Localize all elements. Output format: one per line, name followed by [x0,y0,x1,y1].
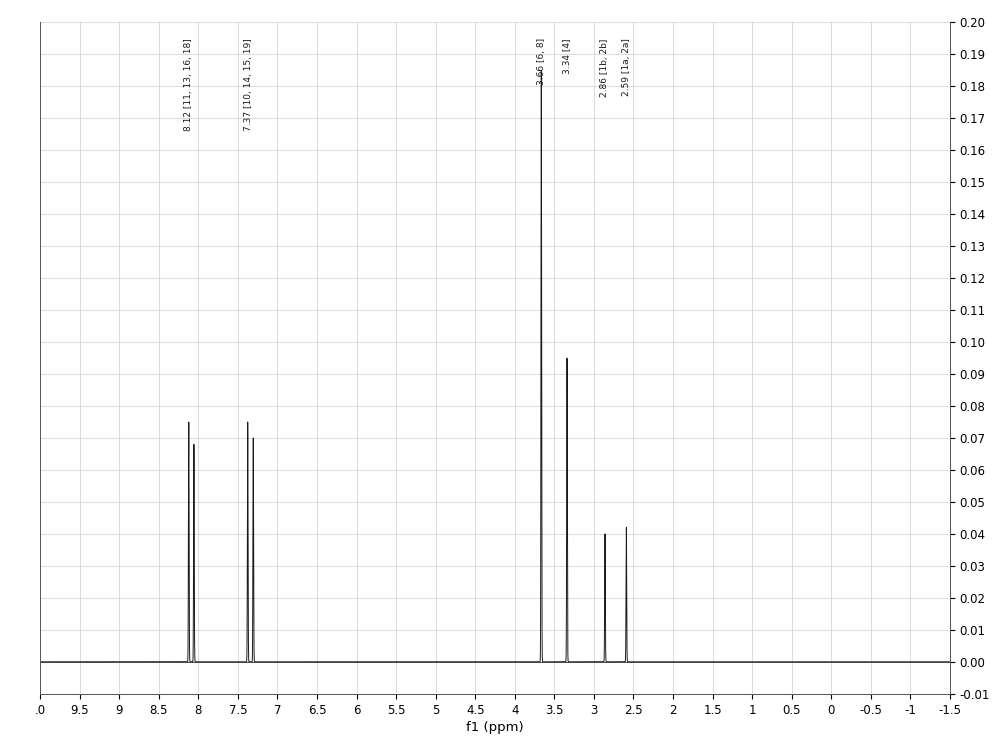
Text: 3.66 [6, 8]: 3.66 [6, 8] [537,38,546,86]
X-axis label: f1 (ppm): f1 (ppm) [466,721,524,733]
Text: 8.12 [11, 13, 16, 18]: 8.12 [11, 13, 16, 18] [184,38,193,131]
Text: 3.34 [4]: 3.34 [4] [563,38,572,74]
Text: 2.86 [1b, 2b]: 2.86 [1b, 2b] [600,38,609,97]
Text: 2.59 [1a, 2a]: 2.59 [1a, 2a] [622,38,631,96]
Text: 7.37 [10, 14, 15, 19]: 7.37 [10, 14, 15, 19] [244,38,253,131]
